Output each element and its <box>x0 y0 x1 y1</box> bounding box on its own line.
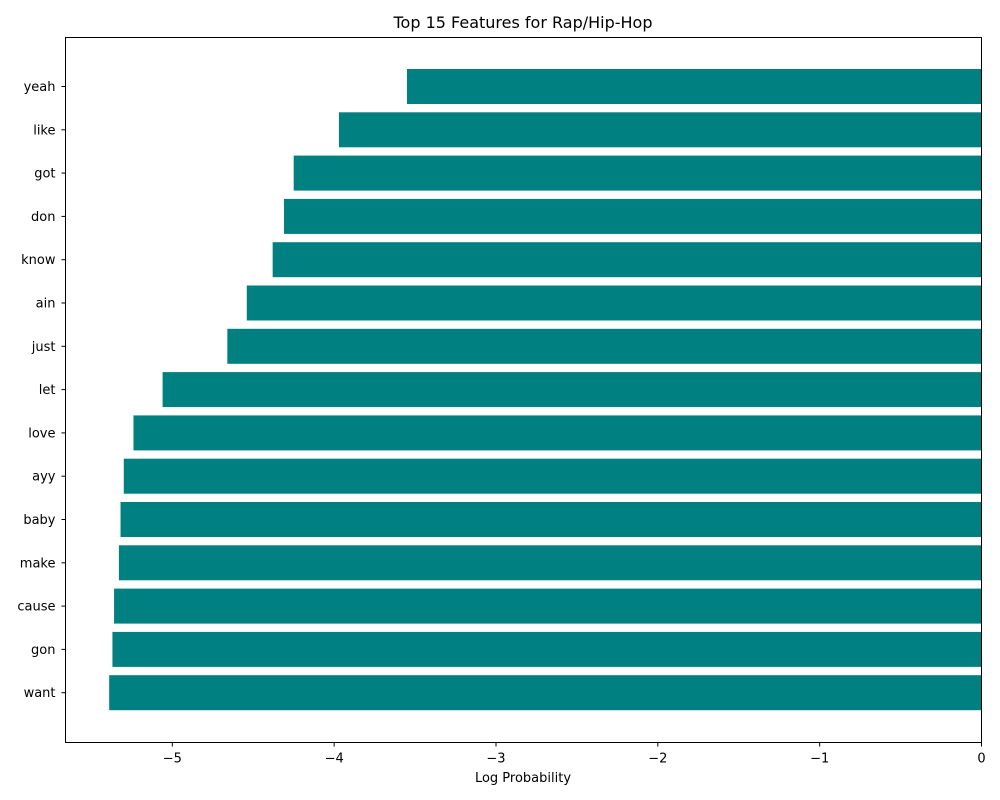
x-tick-label: 0 <box>977 752 985 767</box>
bars-group <box>109 69 982 711</box>
x-tick-label: −5 <box>163 752 182 767</box>
bar-just <box>227 328 982 364</box>
plot-frame <box>65 37 982 743</box>
y-tick-label: cause <box>17 600 55 615</box>
bar-let <box>162 372 982 408</box>
bar-don <box>283 198 982 234</box>
x-tick-label: −3 <box>486 752 505 767</box>
x-tick-label: −2 <box>648 752 667 767</box>
x-axis-ticks: −5 −4 −3 −2 −1 0 <box>163 742 986 767</box>
y-tick-label: ayy <box>32 470 56 485</box>
y-tick-label: let <box>39 383 56 398</box>
y-tick-label: baby <box>23 513 55 528</box>
bar-baby <box>120 502 982 537</box>
bar-got <box>293 155 982 191</box>
x-tick-label: −1 <box>810 752 829 767</box>
bar-make <box>118 545 982 581</box>
bar-ain <box>246 285 982 321</box>
y-tick-label: make <box>20 556 56 571</box>
bar-know <box>272 242 982 278</box>
y-tick-label: want <box>24 686 56 701</box>
y-tick-label: know <box>21 253 56 268</box>
y-tick-label: ain <box>36 297 56 312</box>
y-tick-label: gon <box>31 643 55 658</box>
bar-ayy <box>123 458 982 494</box>
y-tick-label: love <box>28 426 55 441</box>
y-axis-ticks: yeah like got don know ain just let love ayy baby m… <box>17 80 66 701</box>
y-tick-label: got <box>34 167 55 182</box>
bar-like <box>339 112 982 148</box>
bar-cause <box>114 588 982 624</box>
y-tick-label: like <box>33 123 55 138</box>
y-tick-label: don <box>31 210 55 225</box>
bar-gon <box>112 631 982 667</box>
x-tick-label: −4 <box>325 752 344 767</box>
bar-want <box>109 675 982 711</box>
x-axis-label: Log Probability <box>475 771 571 786</box>
y-tick-label: yeah <box>24 80 56 95</box>
bar-yeah <box>406 69 982 104</box>
y-tick-label: just <box>31 340 56 355</box>
bar-love <box>133 415 982 451</box>
chart-title: Top 15 Features for Rap/Hip-Hop <box>393 13 653 32</box>
